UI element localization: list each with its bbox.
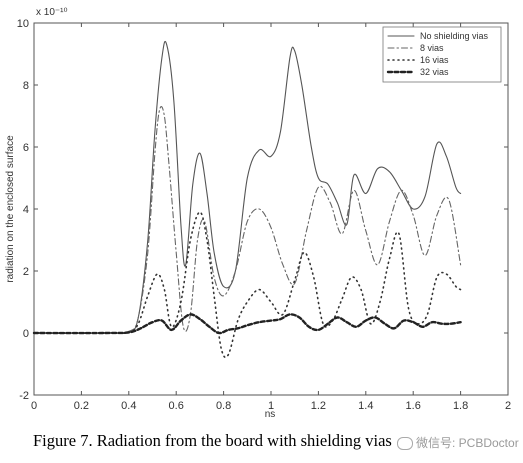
x-tick-label: 1.8 bbox=[453, 400, 468, 412]
y-tick-label: -2 bbox=[19, 390, 29, 402]
y-tick-label: 0 bbox=[23, 328, 29, 340]
legend-label-0: No shielding vias bbox=[420, 31, 489, 41]
y-tick-label: 8 bbox=[23, 80, 29, 92]
x-axis-label: ns bbox=[265, 409, 276, 420]
legend-items: No shielding vias 8 vias 16 vias 32 vias bbox=[386, 31, 489, 77]
legend-label-2: 16 vias bbox=[420, 55, 449, 65]
x-tick-labels: 0 0.2 0.4 0.6 0.8 1 1.2 1.4 1.6 1.8 2 bbox=[31, 23, 511, 412]
watermark-text: 微信号: PCBDoctor bbox=[416, 436, 519, 450]
legend: No shielding vias 8 vias 16 vias 32 vias bbox=[382, 26, 502, 83]
y-tick-label: 10 bbox=[17, 18, 29, 30]
watermark: 微信号: PCBDoctor bbox=[397, 434, 519, 451]
series-line-1 bbox=[33, 106, 462, 334]
series-lines bbox=[32, 41, 462, 359]
y-tick-label: 6 bbox=[23, 142, 29, 154]
y-tick-label: 2 bbox=[23, 266, 29, 278]
x-tick-label: 0.6 bbox=[169, 400, 184, 412]
x-tick-label: 1 bbox=[268, 400, 274, 412]
series-line-3 bbox=[32, 313, 462, 335]
legend-label-3: 32 vias bbox=[420, 67, 449, 77]
y-axis-label: radiation on the enclosed surface bbox=[5, 135, 16, 283]
x-tick-label: 0.2 bbox=[74, 400, 89, 412]
x-tick-label: 1.4 bbox=[358, 400, 373, 412]
legend-label-1: 8 vias bbox=[420, 43, 444, 53]
y-tick-label: 4 bbox=[23, 204, 29, 216]
x-tick-label: 0.4 bbox=[121, 400, 136, 412]
series-line-0 bbox=[33, 41, 462, 334]
wechat-logo-icon bbox=[397, 437, 413, 451]
x-tick-label: 0 bbox=[31, 400, 37, 412]
y-tick-labels: -2 0 2 4 6 8 10 bbox=[17, 18, 508, 402]
series-line-2 bbox=[33, 211, 462, 359]
x-tick-label: 0.8 bbox=[216, 400, 231, 412]
x-tick-label: 1.6 bbox=[406, 400, 421, 412]
x-tick-label: 1.2 bbox=[311, 400, 326, 412]
x-tick-label: 2 bbox=[505, 400, 511, 412]
y-exponent-label: x 10⁻¹⁰ bbox=[36, 7, 68, 18]
figure-caption: Figure 7. Radiation from the board with … bbox=[33, 431, 392, 450]
